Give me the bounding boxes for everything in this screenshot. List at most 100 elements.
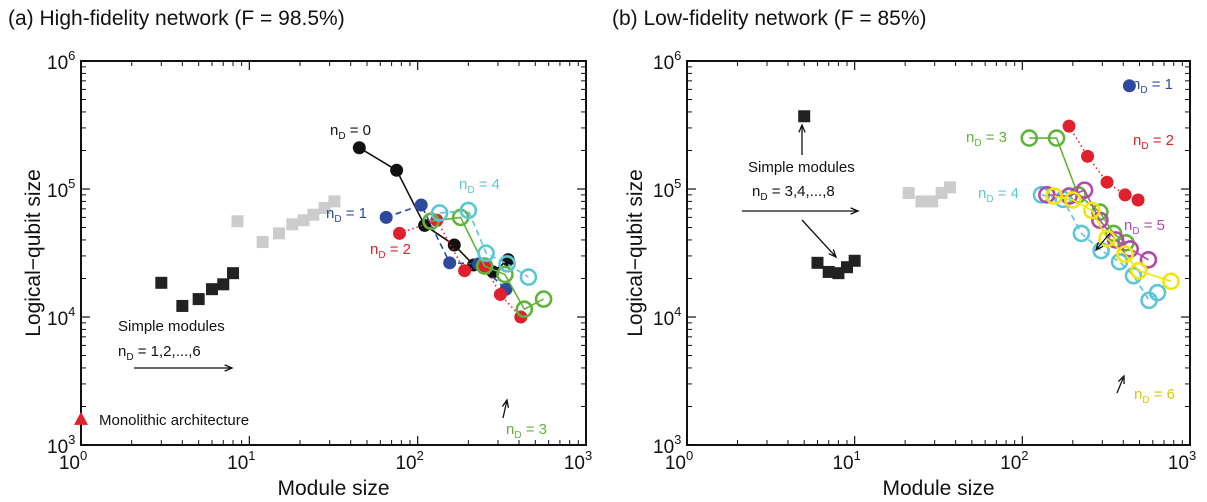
annotation-label: nD = 4 [978,185,1019,205]
series-unlabeled-1 [902,181,956,208]
data-point [328,195,341,208]
x-tick-label: 102 [395,448,423,474]
data-point [205,283,218,296]
data-point [458,264,472,278]
plot-frame [80,60,587,446]
data-point [1121,240,1140,258]
data-point [217,278,230,291]
data-point [519,268,538,286]
data-point [227,267,240,280]
y-axis-label: Logical−qubit size [624,169,647,337]
annotation-label: Simple modules [118,318,225,335]
series-line [439,209,529,278]
y-tick-label: 103 [47,432,75,458]
arrow-head [1117,374,1125,385]
data-point [1081,149,1095,163]
data-point [915,195,928,208]
annotation-label: nD = 3 [966,129,1007,149]
data-point [1129,261,1148,280]
arrow-head [1094,242,1104,252]
arrow-head [850,207,860,215]
data-point [534,290,553,308]
data-point [393,226,407,240]
y-tick-label: 104 [47,304,75,330]
data-point [318,202,331,215]
series-n-d-4 [430,201,538,286]
x-tick-label: 103 [1168,448,1196,474]
x-axis-label: Module size [277,477,389,500]
y-tick-label: 104 [653,304,681,330]
data-point [1075,181,1094,199]
data-point [1118,188,1132,202]
data-point [1062,119,1076,133]
data-point [493,287,507,301]
data-point [1131,193,1145,207]
data-point [390,163,404,177]
series-line [1041,194,1159,302]
series-n-d-3 [422,208,553,319]
arrow-head [828,249,838,259]
data-point [1124,266,1143,285]
annotation-label: nD = 6 [1134,386,1175,406]
panel-b: (b) Low-fidelity network (F = 85%) 100 101… [612,7,1196,500]
data-point [352,141,366,155]
annotation-label: nD = 3,4,...,8 [752,183,835,203]
annotation-arrow [502,399,508,419]
data-point [459,201,478,220]
series-line [1054,195,1172,283]
data-point [297,214,310,227]
data-point [926,195,939,208]
data-point [443,256,457,270]
arrow-head [798,123,806,133]
annotation-label: nD = 2 [1133,132,1174,152]
data-point [902,187,915,200]
data-point [256,236,269,249]
y-tick-label: 103 [653,432,681,458]
series-n-d-1 [1122,79,1136,93]
data-point [477,244,495,263]
panel-a: (a) High-fidelity network (F = 98.5%) 100… [8,7,592,500]
data-point [379,210,393,224]
data-point [1038,186,1056,204]
annotation-label: nD = 3 [506,421,547,441]
data-point [822,265,835,278]
data-point [231,215,244,228]
data-point [1100,175,1114,189]
data-point [515,300,534,319]
data-point [1045,187,1064,205]
data-point [414,198,428,212]
monolithic-marker [74,411,88,425]
series-line [430,216,544,311]
x-tick-label: 100 [665,448,693,474]
arrow-head [224,364,234,372]
x-tick-label: 100 [59,448,87,474]
annotation-label: nD = 4 [459,176,500,196]
y-tick-label: 105 [47,176,75,202]
series-unlabeled-1 [231,195,341,249]
data-point [430,204,449,222]
data-point [272,227,285,240]
annotation-label: Simple modules [748,159,855,176]
data-point [447,238,461,252]
x-tick-label: 101 [832,448,860,474]
annotation-label: nD = 1 [326,205,367,225]
annotation-label: nD = 2 [370,241,411,261]
y-tick-label: 105 [653,176,681,202]
data-point [1083,201,1101,220]
x-tick-label: 102 [1000,448,1028,474]
plot-frame [686,60,1191,446]
data-point [286,218,299,231]
annotation-label: Monolithic architecture [99,412,249,429]
data-point [798,110,811,123]
panel-title: (a) High-fidelity network (F = 98.5%) [8,7,345,30]
annotation-label: nD = 5 [1124,217,1165,237]
data-point [1122,79,1136,93]
annotation-arrow [801,219,837,258]
data-point [1116,245,1134,263]
x-tick-label: 101 [227,448,255,474]
annotation-label: nD = 1 [1132,76,1173,96]
x-axis-label: Module size [882,477,994,500]
data-point [1047,129,1066,147]
data-point [1148,283,1167,302]
